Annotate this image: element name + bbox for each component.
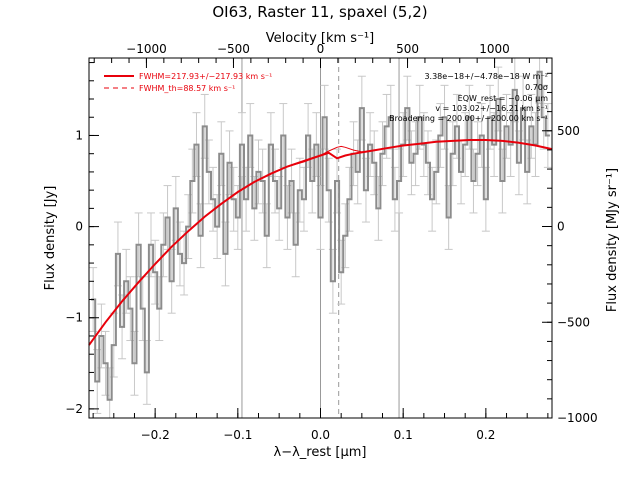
- spectrum-series: [91, 70, 550, 401]
- fit-component-line: [287, 145, 371, 167]
- annotation-line-flux: 3.38e−18+/−4.78e−18 W m⁻²: [424, 72, 548, 81]
- top-axis-ticks: −1000 −500 0 500 1000: [93, 42, 548, 68]
- annotation-eqw: EQW_rest = −0.06 μm: [458, 94, 549, 103]
- y-tick-label: 0: [75, 220, 83, 234]
- top-tick-label: −500: [217, 42, 250, 56]
- annotation-broadening: Broadening = 200.00+/−200.00 km s⁻¹: [389, 114, 548, 123]
- x-tick-label: −0.1: [223, 428, 252, 442]
- y-tick-label: −2: [65, 402, 83, 416]
- x-axis-label: λ−λ_rest [μm]: [274, 445, 367, 460]
- right-tick-label: 0: [557, 220, 565, 234]
- fit-line: [88, 139, 553, 346]
- x-tick-label: 0.1: [394, 428, 413, 442]
- right-tick-label: 500: [557, 124, 580, 138]
- spectrum-line: [91, 70, 550, 401]
- annotation-significance: 0.70σ: [525, 83, 548, 92]
- y-axis-label: Flux density [Jy]: [43, 186, 58, 291]
- plot-area: [88, 57, 553, 419]
- y-tick-label: 1: [75, 128, 83, 142]
- x-axis-ticks: −0.2 −0.1 0.0 0.1 0.2: [92, 408, 549, 442]
- fit-series: [88, 139, 553, 346]
- chart-title: OI63, Raster 11, spaxel (5,2): [212, 3, 427, 21]
- x-tick-label: −0.2: [141, 428, 170, 442]
- right-tick-label: −500: [557, 315, 590, 329]
- legend-label-fwhm-th: FWHM_th=88.57 km s⁻¹: [139, 84, 235, 93]
- right-axis-label: Flux density [MJy sr⁻¹]: [605, 168, 620, 312]
- annotations: 3.38e−18+/−4.78e−18 W m⁻² 0.70σ EQW_rest…: [389, 72, 548, 123]
- right-axis-ticks: −1000 −500 0 500: [542, 72, 598, 425]
- right-tick-label: −1000: [557, 411, 598, 425]
- top-tick-label: 500: [396, 42, 419, 56]
- top-tick-label: 0: [317, 42, 325, 56]
- legend: FWHM=217.93+/−217.93 km s⁻¹ FWHM_th=88.5…: [104, 72, 272, 93]
- annotation-velocity: v = 103.02+/−16.21 km s⁻¹: [435, 104, 548, 113]
- legend-label-fwhm: FWHM=217.93+/−217.93 km s⁻¹: [139, 72, 272, 81]
- x-tick-label: 0.2: [476, 428, 495, 442]
- top-axis-label: Velocity [km s⁻¹]: [266, 31, 374, 46]
- top-tick-label: −1000: [126, 42, 167, 56]
- top-tick-label: 1000: [479, 42, 510, 56]
- y-axis-ticks: −2 −1 0 1: [65, 62, 99, 416]
- y-tick-label: −1: [65, 311, 83, 325]
- x-tick-label: 0.0: [311, 428, 330, 442]
